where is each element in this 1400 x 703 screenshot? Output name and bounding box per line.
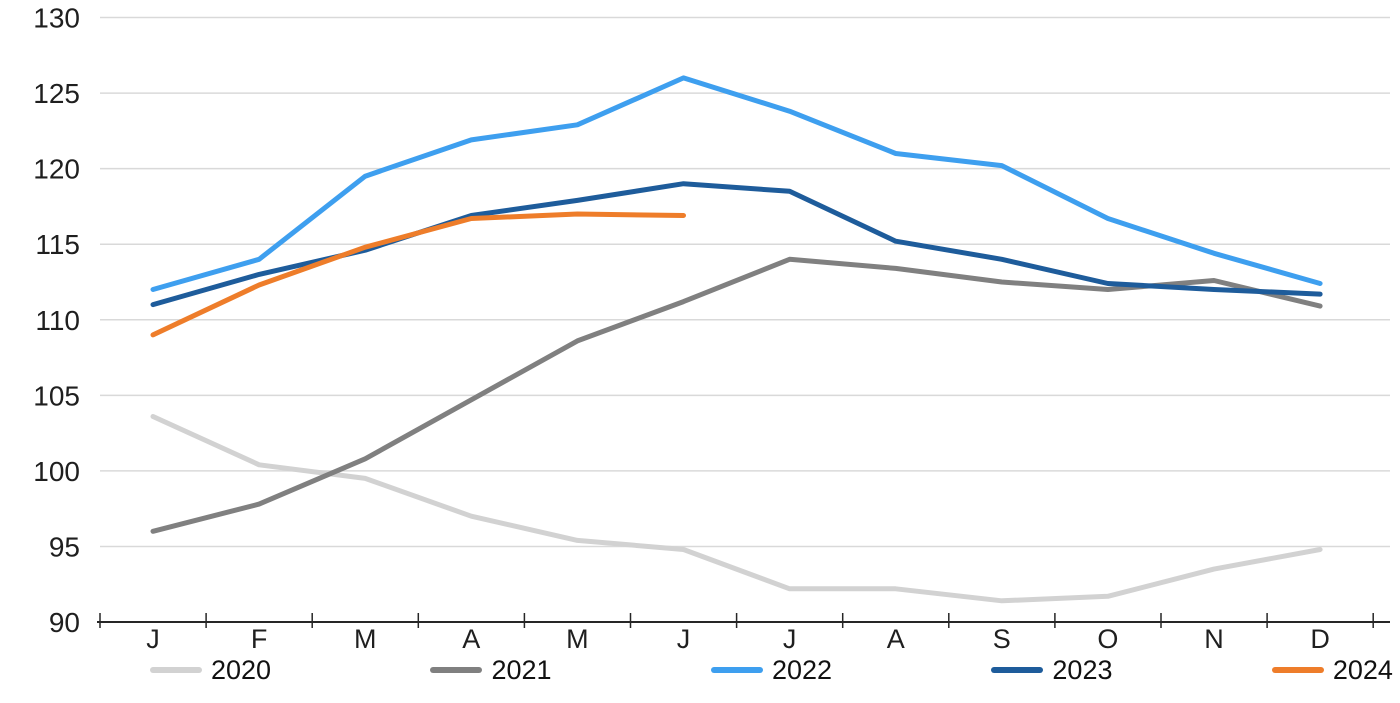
svg-text:J: J [677,624,691,654]
legend-swatch-2022 [710,667,763,673]
legend-label-2021: 2021 [491,654,552,685]
legend-swatch-2021 [430,667,483,673]
svg-text:105: 105 [33,380,80,411]
svg-text:125: 125 [33,78,80,109]
series-line-2024 [150,211,686,338]
legend-label-2023: 2023 [1052,654,1113,685]
svg-text:M: M [354,624,377,654]
legend-swatch-2020 [150,667,202,673]
legend-item-2020: 2020 [150,654,272,685]
svg-text:100: 100 [33,456,80,487]
legend-item-2022: 2022 [710,654,833,685]
svg-text:M: M [566,624,589,654]
legend-swatch-2023 [991,667,1044,673]
series-line-2022 [150,75,1323,292]
legend-swatch-2024 [1271,667,1324,673]
svg-text:J: J [783,624,797,654]
y-axis-labels: 90 95 100 105 110 115 120 125 130 [33,3,80,639]
series-lines [150,75,1323,604]
svg-text:115: 115 [35,229,80,260]
x-axis [97,613,1390,628]
svg-text:S: S [993,624,1011,654]
legend-label-2020: 2020 [211,654,272,685]
svg-text:110: 110 [35,305,80,336]
svg-text:N: N [1204,624,1224,654]
svg-text:F: F [251,624,268,654]
svg-text:130: 130 [33,3,80,34]
legend-item-2021: 2021 [430,654,552,685]
legend-item-2023: 2023 [991,654,1113,685]
svg-text:120: 120 [33,154,80,185]
series-line-2020 [150,414,1323,604]
svg-text:A: A [462,624,480,654]
svg-text:J: J [146,624,160,654]
svg-text:95: 95 [49,531,80,562]
series-line-2021 [150,256,1323,534]
legend-label-2024: 2024 [1332,654,1393,685]
chart-legend: 2020 2021 2022 2023 2024 [150,650,1393,690]
svg-text:D: D [1310,624,1330,654]
svg-text:O: O [1097,624,1118,654]
svg-text:A: A [887,624,905,654]
line-chart: 90 95 100 105 110 115 120 125 130 J F M A M J J A S O N D [33,3,1390,654]
legend-item-2024: 2024 [1271,654,1393,685]
svg-text:90: 90 [49,607,80,638]
legend-label-2022: 2022 [771,654,833,685]
